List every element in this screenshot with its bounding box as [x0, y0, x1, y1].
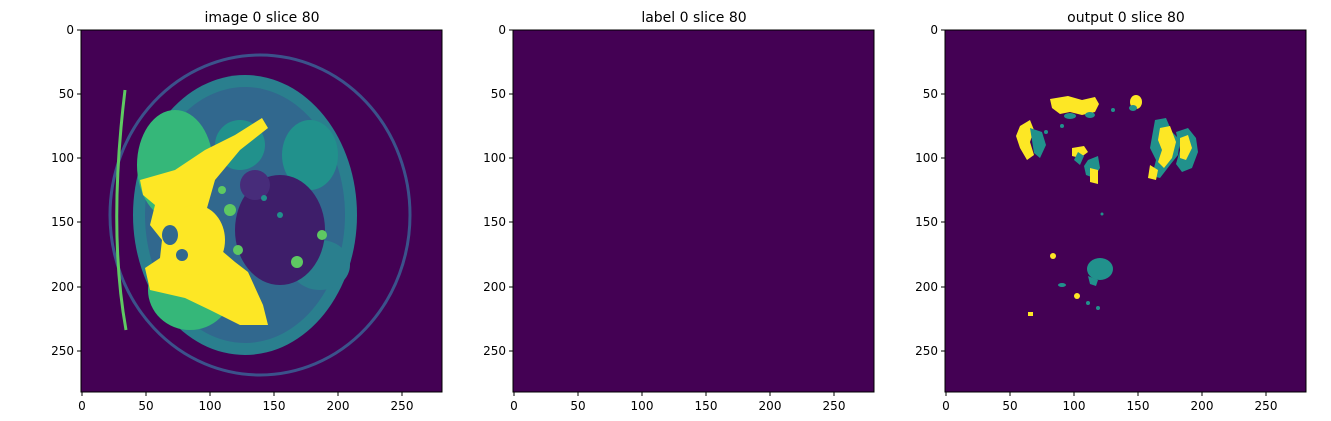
x-tick-label: 250 [391, 399, 414, 413]
y-tick-label: 100 [483, 151, 506, 165]
y-tick-label: 250 [915, 344, 938, 358]
panel-label: label 0 slice 80 0 50 100 150 200 250 0 … [483, 10, 875, 413]
x-tick-label: 200 [327, 399, 350, 413]
y-axis: 0 50 100 150 200 250 [51, 23, 81, 358]
x-axis: 0 50 100 150 200 250 [78, 392, 413, 413]
x-tick-label: 100 [199, 399, 222, 413]
panel-title: label 0 slice 80 [641, 10, 746, 26]
y-axis: 0 50 100 150 200 250 [483, 23, 513, 358]
y-tick-label: 150 [483, 215, 506, 229]
y-tick-label: 50 [59, 87, 74, 101]
label-image [512, 29, 875, 393]
y-tick-label: 200 [51, 280, 74, 294]
panel-output: output 0 slice 80 [915, 10, 1307, 413]
y-tick-label: 150 [915, 215, 938, 229]
x-tick-label: 50 [1002, 399, 1017, 413]
x-tick-label: 0 [78, 399, 86, 413]
panel-title: image 0 slice 80 [204, 10, 319, 26]
y-tick-label: 50 [923, 87, 938, 101]
x-tick-label: 50 [570, 399, 585, 413]
x-tick-label: 100 [1063, 399, 1086, 413]
x-axis: 0 50 100 150 200 250 [942, 392, 1277, 413]
x-axis: 0 50 100 150 200 250 [510, 392, 845, 413]
y-tick-label: 0 [930, 23, 938, 37]
ct-scan-image [108, 53, 412, 377]
x-tick-label: 250 [1255, 399, 1278, 413]
y-tick-label: 250 [483, 344, 506, 358]
axes-frame [944, 29, 1307, 393]
panel-image: image 0 slice 80 [51, 10, 443, 413]
x-tick-label: 100 [631, 399, 654, 413]
panel-title: output 0 slice 80 [1067, 10, 1185, 26]
y-tick-label: 0 [66, 23, 74, 37]
x-tick-label: 200 [1191, 399, 1214, 413]
x-tick-label: 0 [510, 399, 518, 413]
y-tick-label: 150 [51, 215, 74, 229]
segmentation-output [1016, 95, 1198, 316]
y-tick-label: 100 [915, 151, 938, 165]
x-tick-label: 250 [823, 399, 846, 413]
x-tick-label: 150 [263, 399, 286, 413]
y-axis: 0 50 100 150 200 250 [915, 23, 945, 358]
y-tick-label: 200 [483, 280, 506, 294]
axes-frame [80, 29, 443, 393]
x-tick-label: 150 [695, 399, 718, 413]
y-tick-label: 100 [51, 151, 74, 165]
x-tick-label: 200 [759, 399, 782, 413]
x-tick-label: 0 [942, 399, 950, 413]
y-tick-label: 0 [498, 23, 506, 37]
y-tick-label: 250 [51, 344, 74, 358]
x-tick-label: 50 [138, 399, 153, 413]
y-tick-label: 200 [915, 280, 938, 294]
plot-area [945, 30, 1306, 392]
x-tick-label: 150 [1127, 399, 1150, 413]
y-tick-label: 50 [491, 87, 506, 101]
